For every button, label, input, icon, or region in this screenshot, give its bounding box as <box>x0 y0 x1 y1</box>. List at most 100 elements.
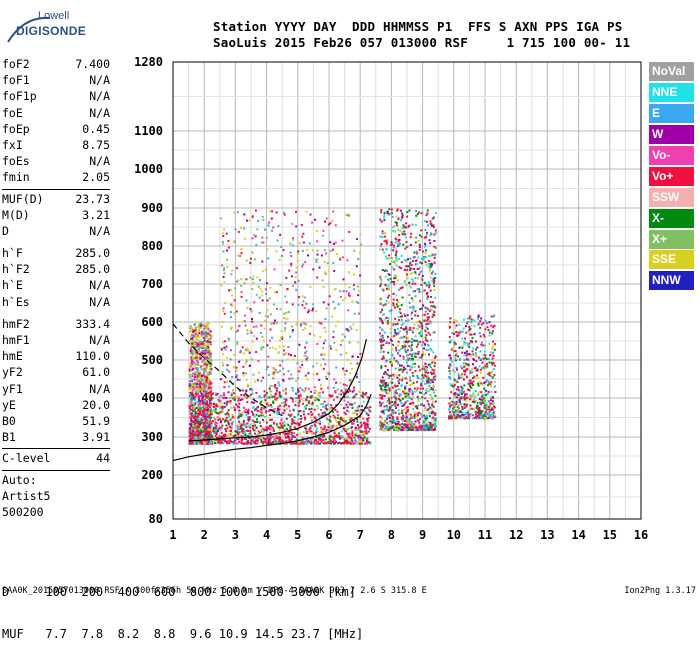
echo-point <box>407 400 409 402</box>
echo-point <box>244 432 246 434</box>
echo-point <box>201 375 203 377</box>
echo-point <box>383 304 385 306</box>
echo-point <box>281 402 283 404</box>
echo-point <box>239 423 241 425</box>
echo-point <box>397 279 399 281</box>
echo-point <box>318 439 320 441</box>
echo-point <box>427 409 429 411</box>
echo-point <box>288 270 290 272</box>
echo-point <box>301 389 303 391</box>
echo-point <box>315 439 317 441</box>
echo-point <box>331 425 333 427</box>
echo-point <box>351 433 353 435</box>
echo-point <box>392 387 394 389</box>
echo-point <box>204 425 206 427</box>
echo-point <box>343 400 345 402</box>
echo-point <box>190 425 192 427</box>
echo-point <box>261 291 263 293</box>
echo-point <box>333 308 335 310</box>
echo-point <box>222 397 224 399</box>
echo-point <box>240 350 242 352</box>
echo-point <box>256 338 258 340</box>
echo-point <box>283 313 285 315</box>
echo-point <box>199 341 201 343</box>
echo-point <box>430 423 432 425</box>
echo-point <box>261 428 263 430</box>
echo-point <box>262 242 264 244</box>
echo-point <box>198 330 200 332</box>
echo-point <box>206 381 208 383</box>
echo-point <box>354 412 356 414</box>
echo-point <box>405 341 407 343</box>
echo-point <box>323 342 325 344</box>
echo-point <box>388 399 390 401</box>
echo-point <box>216 422 218 424</box>
echo-point <box>388 409 390 411</box>
echo-point <box>222 364 224 366</box>
echo-point <box>306 342 308 344</box>
echo-point <box>226 346 228 348</box>
echo-point <box>241 431 243 433</box>
echo-point <box>304 297 306 299</box>
echo-point <box>269 428 271 430</box>
echo-point <box>247 411 249 413</box>
echo-point <box>194 396 196 398</box>
echo-point <box>413 324 415 326</box>
echo-point <box>231 305 233 307</box>
echo-point <box>208 363 210 365</box>
echo-point <box>388 415 390 417</box>
echo-point <box>406 354 408 356</box>
echo-point <box>326 418 328 420</box>
echo-point <box>356 329 358 331</box>
echo-point <box>308 402 310 404</box>
echo-point <box>353 402 355 404</box>
echo-point <box>324 401 326 403</box>
echo-point <box>418 332 420 334</box>
echo-point <box>309 430 311 432</box>
echo-point <box>224 428 226 430</box>
echo-point <box>203 370 205 372</box>
echo-point <box>424 319 426 321</box>
echo-point <box>390 244 392 246</box>
echo-point <box>246 220 248 222</box>
echo-point <box>273 429 275 431</box>
echo-point <box>348 330 350 332</box>
echo-point <box>398 239 400 241</box>
echo-point <box>407 365 409 367</box>
echo-point <box>218 428 220 430</box>
echo-point <box>433 370 435 372</box>
echo-point <box>385 429 387 431</box>
echo-point <box>236 374 238 376</box>
echo-point <box>389 358 391 360</box>
echo-point <box>292 419 294 421</box>
echo-point <box>237 425 239 427</box>
echo-point <box>391 401 393 403</box>
echo-point <box>307 254 309 256</box>
echo-point <box>397 417 399 419</box>
echo-point <box>236 367 238 369</box>
echo-point <box>202 436 204 438</box>
echo-point <box>356 265 358 267</box>
echo-point <box>230 349 232 351</box>
echo-point <box>335 419 337 421</box>
echo-point <box>328 442 330 444</box>
echo-point <box>424 243 426 245</box>
echo-point <box>333 399 335 401</box>
echo-point <box>252 374 254 376</box>
echo-point <box>383 290 385 292</box>
echo-point <box>432 401 434 403</box>
echo-point <box>195 327 197 329</box>
echo-point <box>319 423 321 425</box>
echo-point <box>359 353 361 355</box>
echo-point <box>245 426 247 428</box>
echo-point <box>324 318 326 320</box>
echo-point <box>204 428 206 430</box>
echo-point <box>261 347 263 349</box>
echo-point <box>327 429 329 431</box>
echo-point <box>407 341 409 343</box>
echo-point <box>348 231 350 233</box>
echo-point <box>249 352 251 354</box>
echo-point <box>421 262 423 264</box>
echo-point <box>346 385 348 387</box>
echo-point <box>192 392 194 394</box>
